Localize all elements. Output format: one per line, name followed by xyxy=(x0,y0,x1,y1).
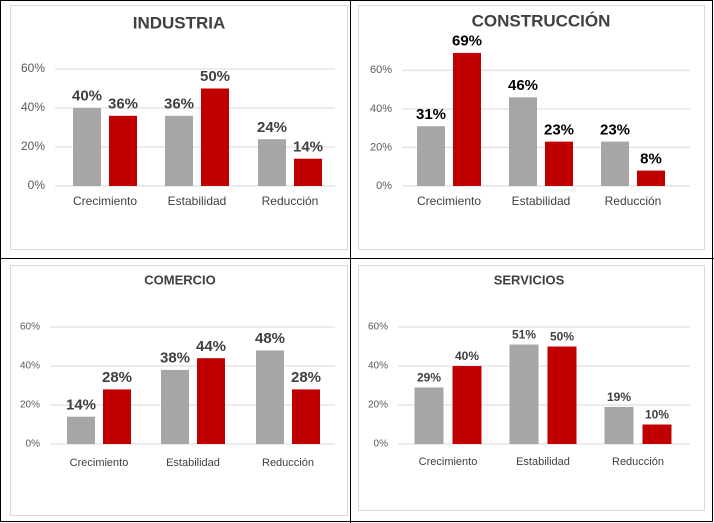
data-label: 50% xyxy=(550,330,574,344)
chart-border xyxy=(10,265,348,516)
y-tick-label: 0% xyxy=(376,180,392,192)
y-tick-label: 40% xyxy=(20,361,40,372)
data-label: 29% xyxy=(417,371,441,385)
y-tick-label: 20% xyxy=(21,139,45,153)
bar xyxy=(604,406,634,444)
y-tick-label: 0% xyxy=(26,439,41,450)
bar xyxy=(509,344,539,444)
x-tick-label: Reducción xyxy=(262,194,319,208)
y-tick-label: 20% xyxy=(368,400,388,411)
bar xyxy=(294,158,322,186)
data-label: 69% xyxy=(452,33,482,50)
data-label: 28% xyxy=(291,369,321,386)
bar xyxy=(637,170,665,186)
bar xyxy=(545,141,573,186)
bar xyxy=(547,346,577,444)
bar xyxy=(601,141,629,186)
y-tick-label: 40% xyxy=(21,100,45,114)
data-label: 14% xyxy=(66,396,96,413)
data-label: 23% xyxy=(600,121,630,138)
data-label: 38% xyxy=(160,350,190,367)
y-tick-label: 40% xyxy=(368,361,388,372)
bar xyxy=(258,139,286,186)
y-tick-label: 60% xyxy=(370,64,392,76)
data-label: 36% xyxy=(108,96,138,113)
bar xyxy=(292,389,320,444)
bar xyxy=(452,366,482,444)
x-tick-label: Estabilidad xyxy=(166,457,220,469)
x-tick-label: Estabilidad xyxy=(168,194,227,208)
chart-border xyxy=(10,5,348,250)
x-tick-label: Crecimiento xyxy=(73,194,137,208)
y-tick-label: 0% xyxy=(28,178,46,192)
data-label: 46% xyxy=(508,77,538,94)
x-tick-label: Estabilidad xyxy=(516,456,570,468)
data-label: 40% xyxy=(455,349,479,363)
y-tick-label: 60% xyxy=(21,61,45,75)
data-label: 31% xyxy=(416,106,446,123)
x-tick-label: Estabilidad xyxy=(512,194,571,208)
x-tick-label: Crecimiento xyxy=(417,194,481,208)
chart-title: SERVICIOS xyxy=(494,272,565,287)
bar xyxy=(73,108,101,186)
data-label: 23% xyxy=(544,121,574,138)
bar xyxy=(67,416,95,444)
bar xyxy=(103,389,131,444)
y-tick-label: 60% xyxy=(368,322,388,333)
chart-title: COMERCIO xyxy=(144,272,216,287)
data-label: 24% xyxy=(257,119,287,136)
y-tick-label: 20% xyxy=(370,141,392,153)
data-label: 48% xyxy=(255,330,285,347)
y-tick-label: 20% xyxy=(20,400,40,411)
data-label: 44% xyxy=(196,338,226,355)
bar xyxy=(414,387,444,444)
data-label: 51% xyxy=(512,328,536,342)
y-tick-label: 40% xyxy=(370,103,392,115)
chart-border xyxy=(358,265,705,511)
bar xyxy=(509,97,537,186)
bar xyxy=(453,52,481,186)
y-tick-label: 0% xyxy=(374,439,389,450)
data-label: 10% xyxy=(645,408,669,422)
bar xyxy=(165,115,193,186)
data-label: 40% xyxy=(72,88,102,105)
x-tick-label: Reducción xyxy=(262,457,314,469)
bar xyxy=(417,126,445,186)
chart-border xyxy=(358,5,705,250)
data-label: 50% xyxy=(200,68,230,85)
x-tick-label: Crecimiento xyxy=(70,457,129,469)
bar xyxy=(161,369,189,444)
data-label: 28% xyxy=(102,369,132,386)
bar xyxy=(197,358,225,444)
bar xyxy=(256,350,284,444)
data-label: 14% xyxy=(293,138,323,155)
chart-title: CONSTRUCCIÓN xyxy=(472,11,611,30)
data-label: 19% xyxy=(607,390,631,404)
data-label: 36% xyxy=(164,96,194,113)
bar xyxy=(109,115,137,186)
x-tick-label: Crecimiento xyxy=(419,456,478,468)
x-tick-label: Reducción xyxy=(605,194,662,208)
chart-title: INDUSTRIA xyxy=(133,13,226,32)
data-label: 8% xyxy=(640,150,662,167)
x-tick-label: Reducción xyxy=(612,456,664,468)
bar xyxy=(201,88,229,186)
bar xyxy=(642,424,672,444)
y-tick-label: 60% xyxy=(20,322,40,333)
